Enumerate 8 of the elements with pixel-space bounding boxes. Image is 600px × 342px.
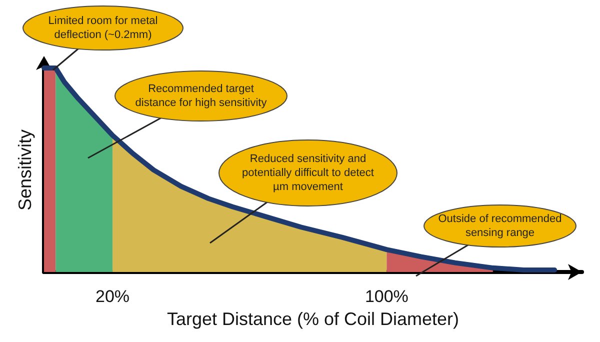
- y-axis-title: Sensitivity: [15, 129, 35, 211]
- x-axis-title: Target Distance (% of Coil Diameter): [166, 309, 460, 329]
- annotation: Recommended target distance for high sensitivity: [134, 82, 268, 111]
- text: Limited room for metal deflection (~0.2mm): [47, 14, 159, 43]
- annotation: Outside of recommended sensing range: [438, 212, 562, 241]
- x-tick-label: 100%: [364, 287, 408, 306]
- x-tick-label: 20%: [96, 287, 130, 306]
- annotation: Reduced sensitivity and potentially difficult to detect µm movement: [241, 152, 375, 195]
